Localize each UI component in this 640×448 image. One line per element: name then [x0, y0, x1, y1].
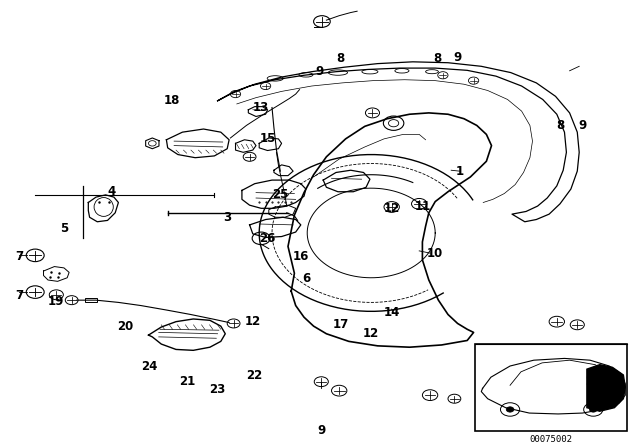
Text: 3: 3 [223, 211, 231, 224]
Text: 4: 4 [108, 185, 116, 198]
Text: 6: 6 [302, 272, 310, 285]
Text: 20: 20 [116, 319, 133, 333]
Text: 15: 15 [259, 132, 276, 146]
Text: 12: 12 [383, 202, 400, 215]
Text: 13: 13 [253, 101, 269, 114]
Bar [475, 344, 627, 431]
Text: 9: 9 [316, 65, 324, 78]
Text: 10: 10 [427, 246, 444, 260]
Text: 24: 24 [141, 360, 157, 373]
Text: 19: 19 [48, 294, 65, 308]
Text: 12: 12 [244, 315, 261, 328]
Text: 9: 9 [454, 51, 461, 64]
Text: 9: 9 [579, 119, 586, 132]
Text: 17: 17 [332, 318, 349, 332]
Text: 14: 14 [383, 306, 400, 319]
Text: 7: 7 [15, 289, 23, 302]
Bar [85, 298, 97, 302]
Text: 2: 2 [585, 375, 593, 388]
Text: 22: 22 [246, 369, 263, 382]
Text: 25: 25 [272, 188, 289, 202]
Text: 23: 23 [209, 383, 226, 396]
Text: 16: 16 [292, 250, 309, 263]
Polygon shape [587, 365, 625, 411]
Text: 9: 9 [318, 423, 326, 437]
Text: 5: 5 [60, 222, 68, 235]
Text: 26: 26 [259, 232, 276, 245]
Text: 7: 7 [15, 250, 23, 263]
Text: 8: 8 [433, 52, 441, 65]
Text: 00075002: 00075002 [529, 435, 573, 444]
Text: 1: 1 [456, 164, 463, 178]
Text: 11: 11 [414, 199, 431, 213]
Text: 8: 8 [556, 119, 564, 132]
Text: 18: 18 [163, 94, 180, 108]
Circle shape [589, 407, 597, 412]
Text: 8: 8 [337, 52, 344, 65]
Text: 12: 12 [363, 327, 380, 340]
Text: 21: 21 [179, 375, 195, 388]
Circle shape [506, 407, 514, 412]
